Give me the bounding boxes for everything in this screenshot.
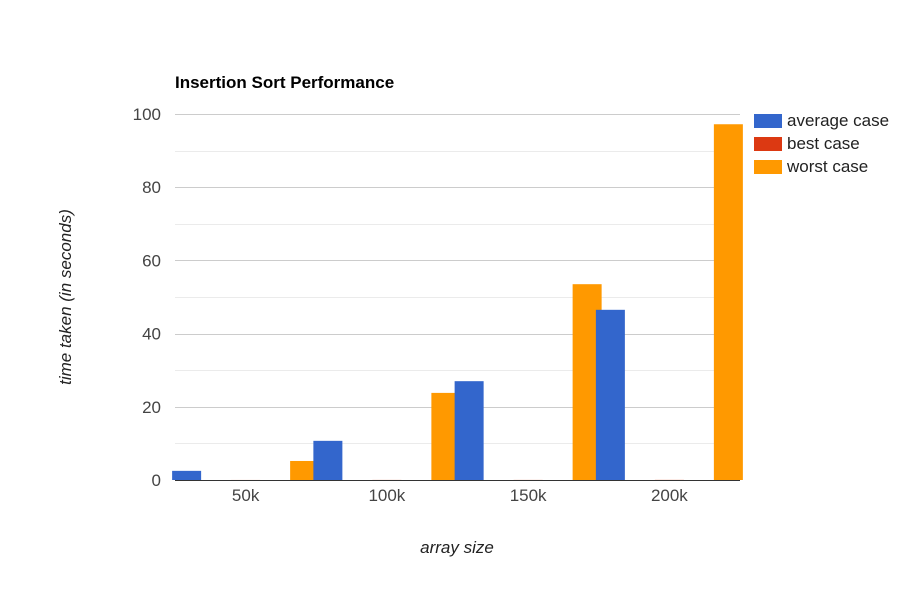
y-tick-label: 60 [142,251,161,270]
x-tick-label: 100k [368,486,405,505]
bar-average-case-200k [595,309,625,480]
bars [172,124,743,481]
y-tick-label: 80 [142,178,161,197]
legend-label: best case [787,134,860,153]
legend-swatch-best-case [754,137,782,151]
bar-average-case-150k [454,381,484,480]
gridlines [175,114,740,444]
y-tick-label: 20 [142,398,161,417]
x-axis-title: array size [420,538,494,557]
chart-title: Insertion Sort Performance [175,73,394,92]
legend-label: average case [787,111,889,130]
y-tick-labels: 0 20 40 60 80 100 [133,105,161,490]
x-tick-label: 50k [232,486,260,505]
legend-label: worst case [786,157,868,176]
bar-average-case-100k [313,440,343,480]
y-axis-title: time taken (in seconds) [56,209,75,385]
x-tick-label: 200k [651,486,688,505]
bar-average-case-50k [172,470,202,480]
legend-swatch-worst-case [754,160,782,174]
y-tick-label: 40 [142,325,161,344]
bar-worst-case-200k [713,124,743,481]
x-tick-labels: 50k 100k 150k 200k [232,486,688,505]
x-tick-label: 150k [510,486,547,505]
legend: average case best case worst case [754,111,889,176]
bar-worst-case-50k [290,460,320,480]
y-tick-label: 0 [152,471,161,490]
legend-swatch-average-case [754,114,782,128]
y-tick-label: 100 [133,105,161,124]
